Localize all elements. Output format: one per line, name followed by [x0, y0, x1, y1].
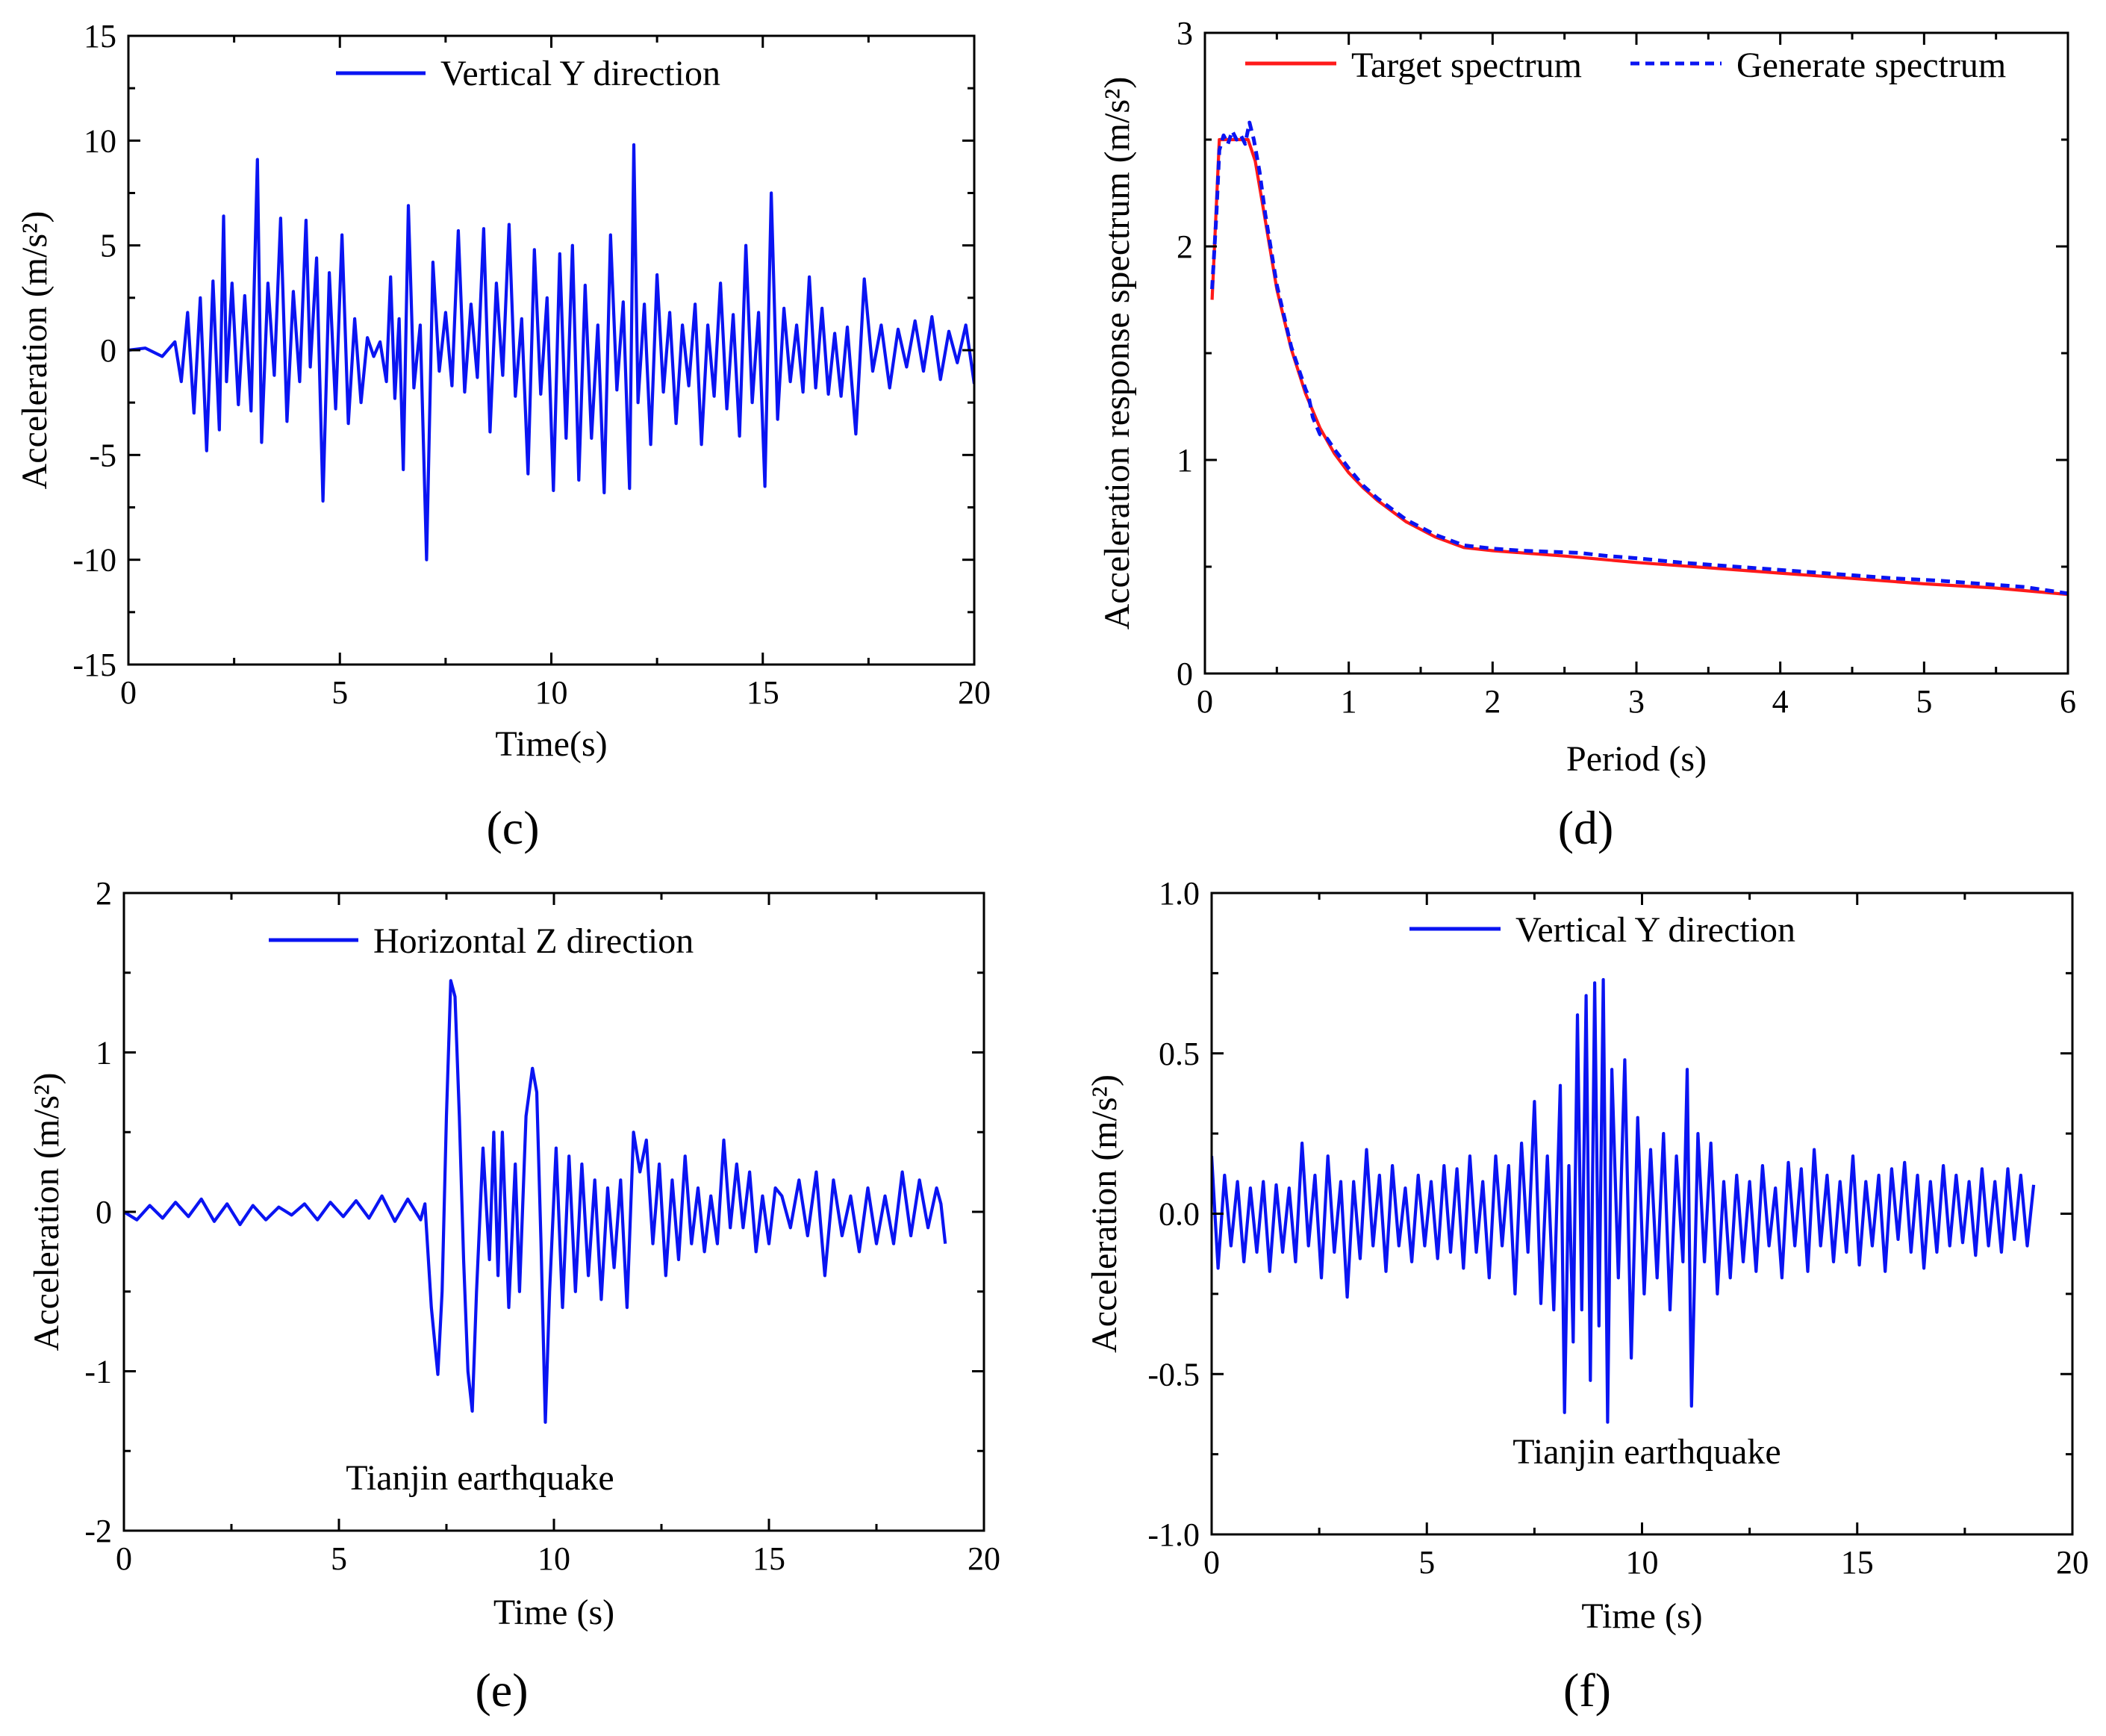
panel-label: (f) — [1563, 1664, 1611, 1717]
x-tick-label: 0 — [116, 1540, 132, 1577]
plot-frame — [1203, 31, 2069, 675]
x-tick-label: 10 — [535, 674, 568, 711]
panel-c: 0 5 10 15 20 -15 -10 -5 0 5 10 15 Time(s) Acceleratio… — [15, 18, 991, 854]
annotation-text: Tianjin earthquake — [346, 1458, 614, 1498]
x-tick-label: 5 — [331, 1540, 347, 1577]
x-tick-label: 5 — [1916, 683, 1932, 720]
x-axis-title: Time (s) — [493, 1593, 614, 1632]
panel-e: 0 5 10 15 20 -2 -1 0 1 2 Time (s) Acceleration (m/s… — [27, 875, 1000, 1717]
y-tick-label: -1 — [84, 1354, 112, 1390]
x-tick-label: 5 — [331, 674, 348, 711]
y-axis-title: Acceleration (m/s²) — [15, 211, 54, 490]
y-tick-label: 5 — [100, 228, 116, 264]
y-tick-label: 1 — [1177, 442, 1193, 479]
x-tick-label: 15 — [747, 674, 779, 711]
x-tick-label: 10 — [1626, 1544, 1659, 1581]
y-tick-label: -2 — [84, 1513, 112, 1549]
x-tick-label: 20 — [2056, 1544, 2089, 1581]
panel-label: (d) — [1558, 801, 1614, 854]
x-tick-label: 0 — [120, 674, 137, 711]
y-tick-label: -5 — [89, 437, 116, 473]
x-tick-label: 20 — [958, 674, 991, 711]
y-tick-label: 10 — [84, 122, 116, 159]
y-axis-title: Acceleration (m/s²) — [27, 1073, 66, 1351]
x-tick-label: 4 — [1772, 683, 1789, 720]
y-tick-label: 3 — [1177, 15, 1193, 52]
x-axis-title: Time(s) — [495, 724, 607, 764]
x-tick-label: 15 — [1841, 1544, 1874, 1581]
series-line-2 — [1210, 120, 2068, 596]
x-tick-label: 3 — [1628, 683, 1645, 720]
y-axis-title: Acceleration response spectrum (m/s²) — [1097, 77, 1137, 630]
legend-label-1: Vertical Y direction — [1515, 910, 1795, 950]
series-line-1 — [128, 143, 974, 561]
legend-label-2: Generate spectrum — [1736, 46, 2006, 85]
y-tick-label: 2 — [96, 875, 112, 912]
panel-label: (e) — [475, 1664, 528, 1717]
series-line-1 — [1212, 977, 2036, 1424]
y-tick-label: 0 — [100, 332, 116, 369]
y-tick-label: 0 — [1177, 656, 1193, 692]
annotation-text: Tianjin earthquake — [1512, 1432, 1781, 1472]
legend-label-1: Vertical Y direction — [440, 54, 720, 93]
y-tick-label: 0.0 — [1159, 1196, 1200, 1233]
y-tick-label: 0.5 — [1159, 1036, 1200, 1072]
x-tick-label: 0 — [1203, 1544, 1220, 1581]
y-tick-label: 1.0 — [1159, 875, 1200, 912]
y-axis-title: Acceleration (m/s²) — [1085, 1074, 1124, 1353]
panel-d: 0 1 2 3 4 5 6 0 1 2 3 Period (s) Acceleration respon… — [1097, 15, 2076, 854]
y-tick-label: 15 — [84, 18, 116, 55]
x-tick-label: 2 — [1484, 683, 1501, 720]
y-tick-label: -0.5 — [1147, 1356, 1200, 1393]
panel-f: 0 5 10 15 20 -1.0 -0.5 0.0 0.5 1.0 Time (s) Acceler… — [1085, 875, 2089, 1717]
legend-label-1: Horizontal Z direction — [373, 921, 694, 961]
series-line-1 — [124, 979, 947, 1424]
x-tick-label: 5 — [1418, 1544, 1435, 1581]
x-tick-label: 6 — [2060, 683, 2076, 720]
x-axis-title: Period (s) — [1566, 739, 1707, 779]
x-tick-label: 0 — [1197, 683, 1213, 720]
x-tick-label: 1 — [1341, 683, 1357, 720]
y-tick-label: 0 — [96, 1194, 112, 1231]
x-axis-title: Time (s) — [1581, 1596, 1702, 1636]
series-line-1 — [1210, 137, 2068, 597]
y-tick-label: -10 — [72, 542, 116, 579]
legend-label-1: Target spectrum — [1351, 46, 1582, 85]
panel-label: (c) — [486, 801, 539, 854]
y-tick-label: -1.0 — [1147, 1516, 1200, 1553]
y-tick-label: -15 — [72, 647, 116, 683]
y-tick-label: 1 — [96, 1035, 112, 1071]
y-tick-label: 2 — [1177, 228, 1193, 265]
plot-frame — [127, 34, 976, 666]
x-tick-label: 10 — [538, 1540, 570, 1577]
x-tick-label: 15 — [753, 1540, 785, 1577]
x-tick-label: 20 — [968, 1540, 1000, 1577]
